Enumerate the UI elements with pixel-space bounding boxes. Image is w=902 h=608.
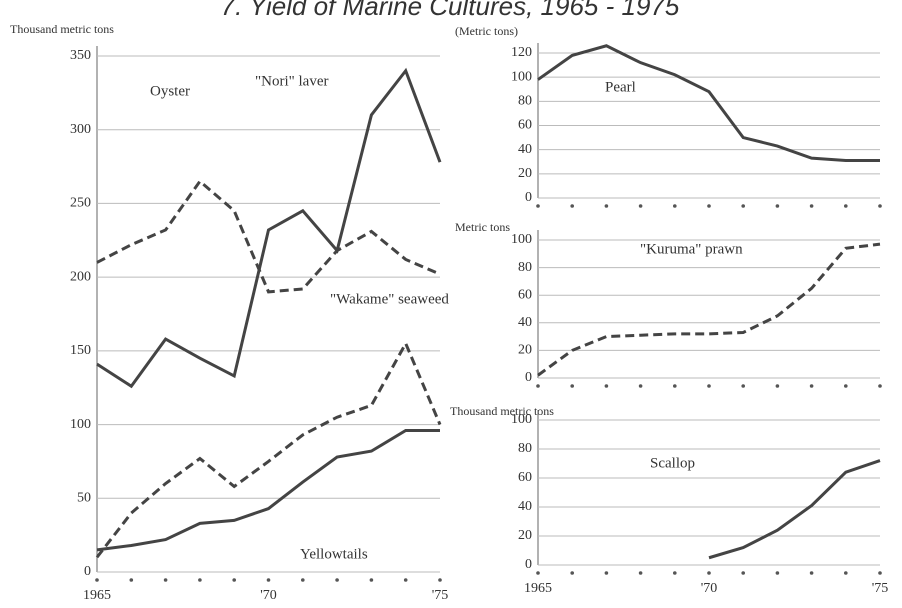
year-dot (163, 578, 168, 582)
year-dot (775, 571, 780, 575)
x-tick-label: 1965 (524, 581, 552, 596)
year-dot (570, 204, 574, 208)
x-tick-label: '75 (872, 581, 889, 596)
year-dot (536, 384, 540, 388)
series-line (537, 242, 881, 377)
x-tick-label: '70 (701, 581, 718, 596)
series-label: Yellowtails (300, 546, 368, 562)
year-dot (707, 571, 711, 575)
y-tick-label: 150 (70, 343, 91, 358)
y-tick-label: 60 (518, 287, 532, 302)
y-tick-label: 40 (518, 142, 532, 157)
year-dot (403, 578, 408, 582)
year-dot (198, 578, 202, 582)
year-dot (707, 384, 711, 388)
year-dot (604, 204, 609, 208)
year-dot (809, 204, 814, 208)
year-dot (536, 204, 540, 208)
series-line (537, 44, 880, 163)
year-dot (266, 578, 271, 582)
y-tick-label: 0 (525, 557, 532, 572)
series-line (96, 428, 440, 552)
year-dot (844, 204, 848, 208)
y-axis-label: Thousand metric tons (450, 404, 554, 418)
year-dot (741, 204, 745, 208)
year-dot (438, 578, 442, 582)
y-tick-label: 100 (511, 232, 532, 247)
year-dot (604, 384, 609, 388)
y-tick-label: 20 (518, 528, 532, 543)
year-dot (301, 578, 305, 582)
series-line (96, 179, 441, 294)
y-tick-label: 80 (518, 94, 532, 109)
page-title: 7. Yield of Marine Cultures, 1965 - 1975 (221, 0, 680, 21)
year-dot (369, 578, 374, 582)
series-label: "Nori" laver (255, 73, 328, 89)
year-dot (570, 571, 574, 575)
year-dot (673, 571, 677, 575)
year-dot (809, 384, 814, 388)
y-tick-label: 300 (70, 122, 91, 137)
y-tick-label: 50 (77, 491, 91, 506)
y-tick-label: 0 (525, 190, 532, 205)
year-dot (335, 578, 339, 582)
year-dot (809, 571, 814, 575)
year-dot (673, 204, 677, 208)
y-tick-label: 40 (518, 315, 532, 330)
y-tick-label: 350 (70, 48, 91, 63)
series-label: "Wakame" seaweed (330, 291, 449, 307)
year-dot (775, 204, 780, 208)
series-label: Pearl (605, 79, 636, 95)
y-tick-label: 60 (518, 118, 532, 133)
year-dot (604, 571, 609, 575)
y-tick-label: 100 (511, 69, 532, 84)
year-dot (878, 384, 882, 388)
year-dot (638, 571, 643, 575)
year-dot (741, 384, 745, 388)
y-tick-label: 100 (511, 412, 532, 427)
year-dot (95, 578, 99, 582)
year-dot (673, 384, 677, 388)
y-axis-label: Metric tons (455, 220, 510, 234)
series-label: Oyster (150, 83, 190, 99)
year-dot (878, 571, 882, 575)
year-dot (232, 578, 236, 582)
y-tick-label: 0 (525, 370, 532, 385)
year-dot (707, 204, 711, 208)
year-dot (741, 571, 745, 575)
year-dot (844, 571, 848, 575)
series-label: "Kuruma" prawn (640, 241, 743, 257)
y-tick-label: 0 (84, 564, 91, 579)
year-dot (129, 578, 134, 582)
x-tick-label: 1965 (83, 588, 111, 603)
y-tick-label: 20 (518, 166, 532, 181)
y-tick-label: 120 (511, 45, 532, 60)
series-line (708, 459, 881, 560)
year-dot (570, 384, 574, 388)
y-tick-label: 250 (70, 196, 91, 211)
series-line (95, 340, 442, 559)
y-tick-label: 60 (518, 470, 532, 485)
series-line (96, 67, 442, 389)
y-axis-label: (Metric tons) (455, 24, 518, 38)
x-tick-label: '70 (260, 588, 277, 603)
year-dot (536, 571, 540, 575)
y-tick-label: 40 (518, 499, 532, 514)
y-axis-label: Thousand metric tons (10, 22, 114, 36)
y-tick-label: 100 (70, 417, 91, 432)
y-tick-label: 200 (70, 269, 91, 284)
year-dot (775, 384, 780, 388)
year-dot (638, 384, 643, 388)
y-tick-label: 80 (518, 260, 532, 275)
x-tick-label: '75 (432, 588, 449, 603)
year-dot (638, 204, 643, 208)
y-tick-label: 20 (518, 343, 532, 358)
series-label: Scallop (650, 455, 695, 471)
year-dot (844, 384, 848, 388)
y-tick-label: 80 (518, 441, 532, 456)
year-dot (878, 204, 882, 208)
